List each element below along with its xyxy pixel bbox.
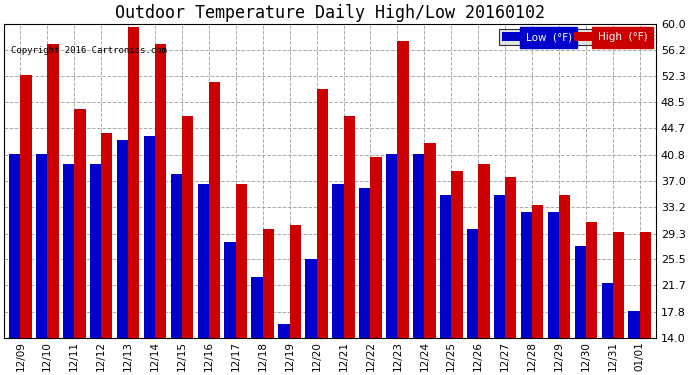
Bar	[9, 153, 20, 375]
Text: Copyright 2016 Cartronics.com: Copyright 2016 Cartronics.com	[10, 46, 166, 55]
Bar	[305, 260, 317, 375]
Bar	[36, 153, 47, 375]
Bar	[224, 242, 236, 375]
Bar	[117, 140, 128, 375]
Bar	[209, 82, 220, 375]
Bar	[521, 211, 532, 375]
Bar	[170, 174, 182, 375]
Bar	[413, 153, 424, 375]
Bar	[182, 116, 193, 375]
Bar	[263, 229, 274, 375]
Bar	[629, 311, 640, 375]
Bar	[20, 75, 32, 375]
Bar	[144, 136, 155, 375]
Bar	[424, 143, 435, 375]
Bar	[640, 232, 651, 375]
Bar	[75, 109, 86, 375]
Bar	[101, 133, 112, 375]
Bar	[494, 195, 505, 375]
Bar	[236, 184, 247, 375]
Bar	[532, 205, 544, 375]
Bar	[278, 324, 290, 375]
Bar	[251, 276, 263, 375]
Bar	[47, 44, 59, 375]
Legend: Low  (°F), High  (°F): Low (°F), High (°F)	[499, 29, 651, 45]
Bar	[332, 184, 344, 375]
Bar	[602, 284, 613, 375]
Bar	[559, 195, 571, 375]
Bar	[128, 27, 139, 375]
Bar	[586, 222, 598, 375]
Title: Outdoor Temperature Daily High/Low 20160102: Outdoor Temperature Daily High/Low 20160…	[115, 4, 545, 22]
Bar	[548, 211, 559, 375]
Bar	[90, 164, 101, 375]
Bar	[155, 44, 166, 375]
Bar	[386, 153, 397, 375]
Bar	[371, 157, 382, 375]
Bar	[290, 225, 301, 375]
Bar	[440, 195, 451, 375]
Bar	[505, 177, 516, 375]
Bar	[344, 116, 355, 375]
Bar	[359, 188, 371, 375]
Bar	[451, 171, 462, 375]
Bar	[478, 164, 489, 375]
Bar	[63, 164, 75, 375]
Bar	[613, 232, 624, 375]
Bar	[317, 88, 328, 375]
Bar	[467, 229, 478, 375]
Bar	[575, 246, 586, 375]
Bar	[197, 184, 209, 375]
Bar	[397, 41, 408, 375]
